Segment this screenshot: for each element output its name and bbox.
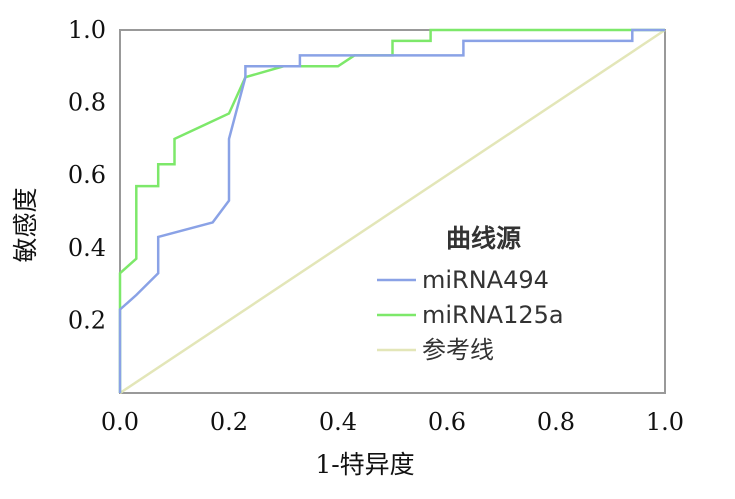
y-tick-label: 0.2 — [68, 306, 106, 334]
series-line-0 — [118, 28, 665, 393]
series-layer — [118, 28, 666, 395]
series-line-1 — [118, 28, 665, 393]
legend: 曲线源 miRNA494 miRNA125a 参考线 — [377, 224, 564, 364]
legend-label-2: 参考线 — [422, 336, 494, 364]
x-tick-label: 0.6 — [428, 408, 466, 436]
legend-label-0: miRNA494 — [422, 266, 549, 294]
x-tick-label: 0.4 — [319, 408, 357, 436]
y-tick-labels: 0.2 0.4 0.6 0.8 1.0 — [68, 16, 106, 334]
y-tick-label: 0.6 — [68, 161, 106, 189]
series-line-2 — [119, 28, 666, 395]
x-axis-title: 1-特异度 — [315, 450, 414, 479]
y-axis-title: 敏感度 — [11, 187, 40, 262]
x-tick-label: 0.8 — [537, 408, 575, 436]
y-tick-label: 0.4 — [68, 234, 106, 262]
legend-label-1: miRNA125a — [422, 301, 564, 329]
legend-items: miRNA494 miRNA125a 参考线 — [377, 266, 564, 364]
x-tick-label: 0.2 — [210, 408, 248, 436]
x-tick-label: 0.0 — [101, 408, 139, 436]
legend-title: 曲线源 — [446, 224, 521, 253]
x-tick-label: 1.0 — [646, 408, 684, 436]
y-tick-label: 1.0 — [68, 16, 106, 44]
x-tick-labels: 0.0 0.2 0.4 0.6 0.8 1.0 — [101, 408, 684, 436]
y-tick-label: 0.8 — [68, 89, 106, 117]
